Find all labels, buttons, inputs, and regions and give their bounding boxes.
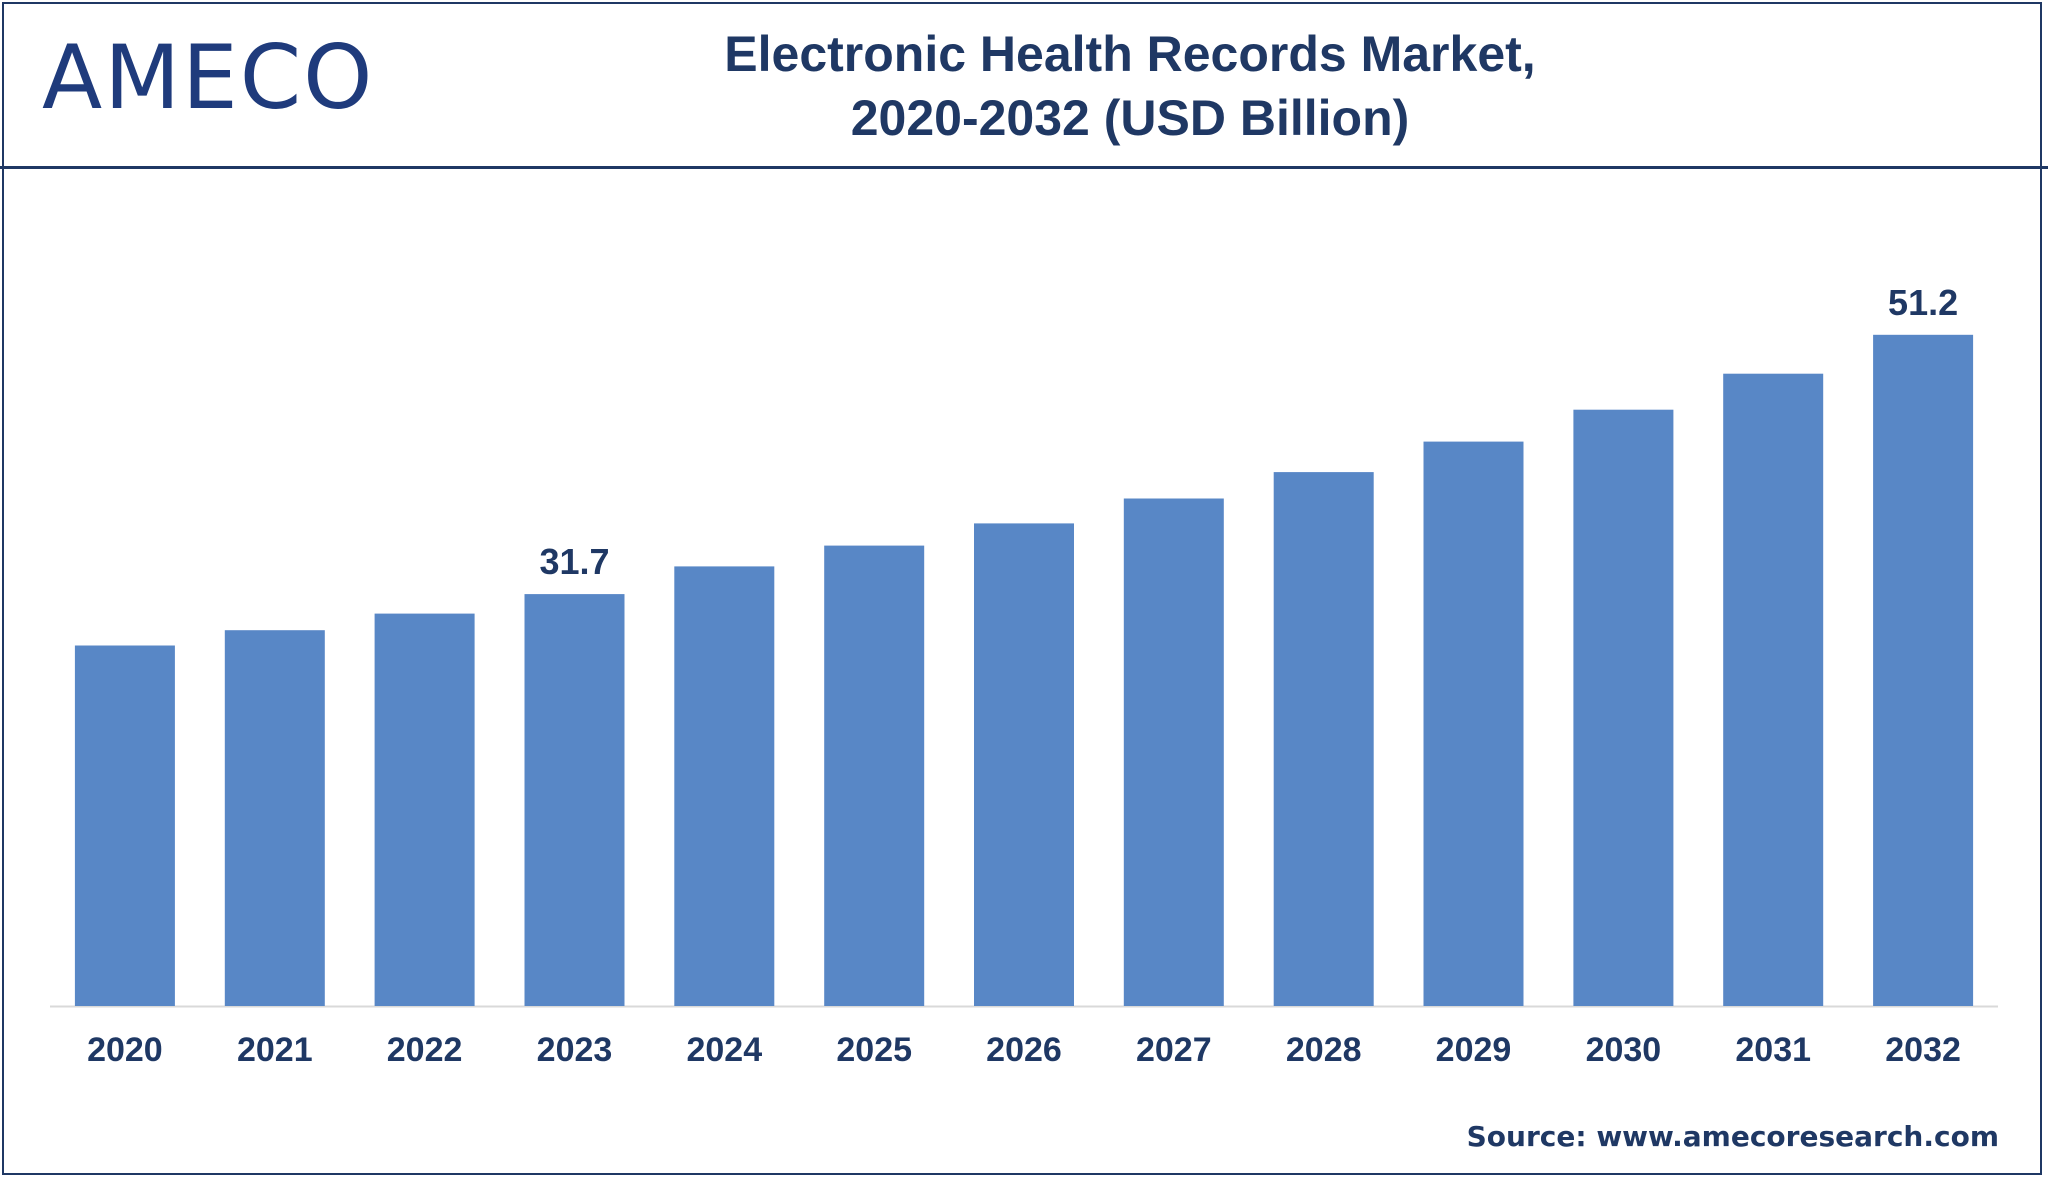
x-tick-label-2025: 2025 xyxy=(836,1031,912,1069)
x-tick-label-2032: 2032 xyxy=(1885,1031,1961,1069)
chart-title-line-1: Electronic Health Records Market, xyxy=(724,26,1536,82)
data-label-2032: 51.2 xyxy=(1888,282,1958,323)
x-tick-label-2022: 2022 xyxy=(387,1031,463,1069)
x-tick-label-2030: 2030 xyxy=(1586,1031,1662,1069)
bar-2022 xyxy=(374,613,475,1006)
bar-2020 xyxy=(74,645,175,1006)
x-tick-label-2024: 2024 xyxy=(686,1031,762,1069)
x-tick-label-2021: 2021 xyxy=(237,1031,313,1069)
chart-title: Electronic Health Records Market, 2020-2… xyxy=(500,22,1760,150)
bar-2029 xyxy=(1423,441,1524,1007)
x-tick-label-2026: 2026 xyxy=(986,1031,1062,1069)
x-tick-label-2029: 2029 xyxy=(1436,1031,1512,1069)
ameco-logo: AMECO xyxy=(42,26,375,129)
header-divider xyxy=(0,166,2048,169)
source-note: Source: www.amecoresearch.com xyxy=(1466,1120,1999,1153)
bar-2021 xyxy=(224,630,325,1006)
header: AMECO Electronic Health Records Market, … xyxy=(0,0,2048,168)
bar-2024 xyxy=(674,566,775,1006)
bar-2030 xyxy=(1573,409,1674,1006)
chart-title-line-2: 2020-2032 (USD Billion) xyxy=(850,90,1410,146)
bar-2025 xyxy=(824,545,925,1006)
bar-2028 xyxy=(1273,472,1374,1007)
bar-2031 xyxy=(1723,373,1824,1006)
bar-2032 xyxy=(1873,334,1974,1006)
x-tick-label-2023: 2023 xyxy=(537,1031,613,1069)
data-label-2023: 31.7 xyxy=(539,541,609,582)
x-tick-label-2028: 2028 xyxy=(1286,1031,1362,1069)
bar-2027 xyxy=(1123,498,1224,1006)
x-tick-label-2020: 2020 xyxy=(87,1031,163,1069)
x-tick-label-2027: 2027 xyxy=(1136,1031,1212,1069)
x-tick-label-2031: 2031 xyxy=(1735,1031,1811,1069)
bar-2023 xyxy=(524,594,625,1006)
bar-2026 xyxy=(974,523,1074,1006)
